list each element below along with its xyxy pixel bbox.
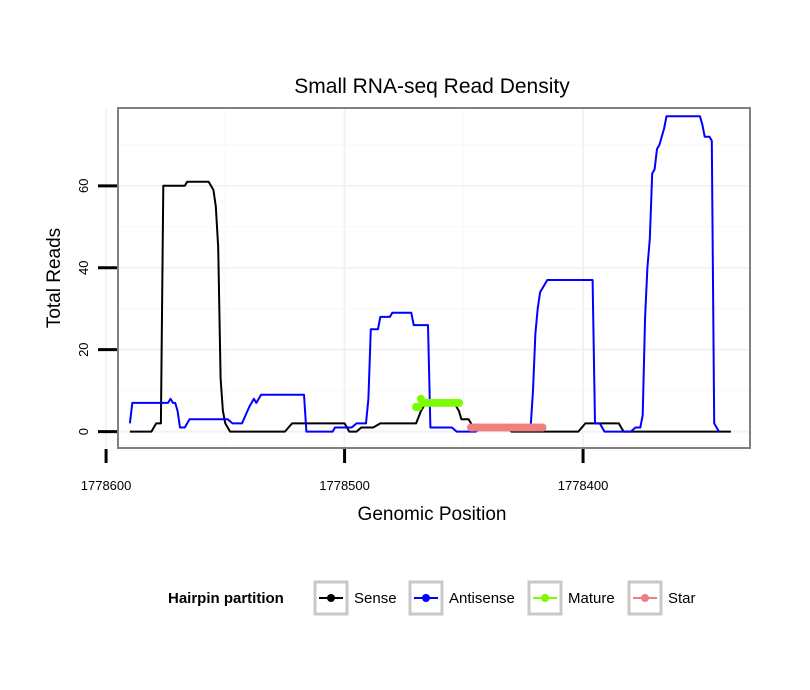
y-axis: 0 20 40 60 xyxy=(76,179,117,435)
legend-title: Hairpin partition xyxy=(168,590,284,607)
series-layer xyxy=(128,115,731,433)
y-tick-label: 60 xyxy=(76,179,91,193)
legend-label-antisense: Antisense xyxy=(449,590,515,607)
x-tick-label: 1778600 xyxy=(81,478,132,493)
series-point-star xyxy=(538,423,547,432)
chart-title: Small RNA-seq Read Density xyxy=(294,75,570,98)
legend: Hairpin partition Sense Antisense Mature St… xyxy=(168,580,696,616)
series-point-mature xyxy=(455,398,463,407)
x-axis: 1778600 1778500 1778400 xyxy=(81,449,609,493)
legend-label-mature: Mature xyxy=(568,590,615,607)
legend-dot-antisense xyxy=(422,594,430,602)
y-axis-label: Total Reads xyxy=(44,228,65,328)
plot-panel xyxy=(117,107,751,449)
y-tick-label: 20 xyxy=(76,342,91,356)
legend-dot-mature xyxy=(541,594,549,602)
legend-label-star: Star xyxy=(668,590,696,607)
legend-items: Sense Antisense Mature Star xyxy=(313,580,696,616)
series-line-antisense xyxy=(128,115,720,433)
legend-label-sense: Sense xyxy=(354,590,397,607)
y-tick-label: 40 xyxy=(76,261,91,275)
y-tick-label: 0 xyxy=(76,428,91,435)
legend-dot-sense xyxy=(327,594,335,602)
legend-dot-star xyxy=(641,594,649,602)
x-axis-label: Genomic Position xyxy=(358,504,507,525)
x-tick-label: 1778500 xyxy=(319,478,370,493)
x-tick-label: 1778400 xyxy=(558,478,609,493)
